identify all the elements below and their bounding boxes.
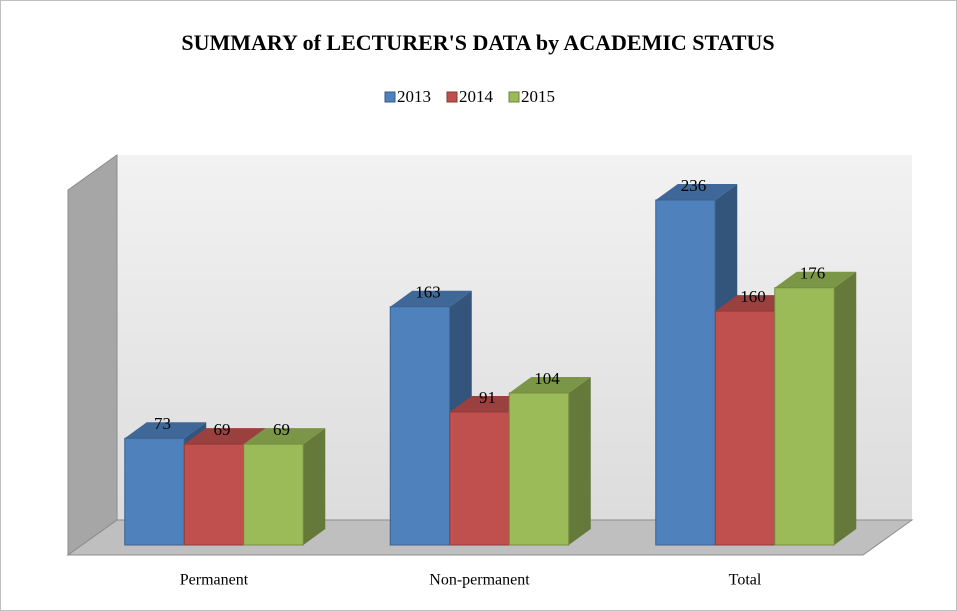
legend-label: 2014 (459, 87, 494, 106)
bar-front (183, 443, 245, 546)
bar-side (568, 376, 591, 545)
bar-front (508, 392, 570, 546)
bar-front (243, 443, 304, 546)
legend-label: 2013 (397, 87, 431, 106)
legend-swatch (508, 91, 520, 103)
legend-swatch (446, 91, 458, 103)
bar-top (124, 422, 207, 439)
bar-side (834, 271, 857, 545)
bar-front (124, 437, 185, 546)
bar-side (303, 428, 326, 545)
bar-front (389, 306, 451, 546)
bar-top (509, 376, 591, 393)
data-label: 104 (534, 369, 560, 388)
data-label: 160 (740, 287, 766, 306)
x-tick-label: Permanent (180, 572, 249, 589)
bar-top (243, 428, 326, 445)
bar-top (655, 184, 738, 200)
bar-top (184, 428, 266, 445)
side-wall (67, 154, 118, 556)
bar-top (774, 271, 857, 288)
bar-front (714, 310, 776, 546)
data-label: 73 (154, 414, 171, 433)
data-label: 236 (681, 176, 707, 195)
bar-front (655, 199, 716, 546)
data-label: 163 (415, 283, 441, 302)
x-tick-label: Total (729, 572, 762, 589)
legend-label: 2015 (521, 87, 555, 106)
bar-front (774, 287, 835, 546)
data-label: 176 (800, 264, 826, 283)
bar-top (390, 290, 472, 307)
data-label: 69 (214, 420, 231, 439)
chart-title: SUMMARY of LECTURER'S DATA by ACADEMIC S… (181, 30, 774, 55)
bar (508, 376, 591, 546)
legend-swatch (384, 91, 396, 103)
bar-front (449, 411, 510, 546)
data-label: 91 (479, 388, 496, 407)
bar (243, 428, 326, 546)
bar (774, 271, 857, 546)
x-tick-label: Non-permanent (429, 572, 530, 589)
data-label: 69 (273, 420, 290, 439)
